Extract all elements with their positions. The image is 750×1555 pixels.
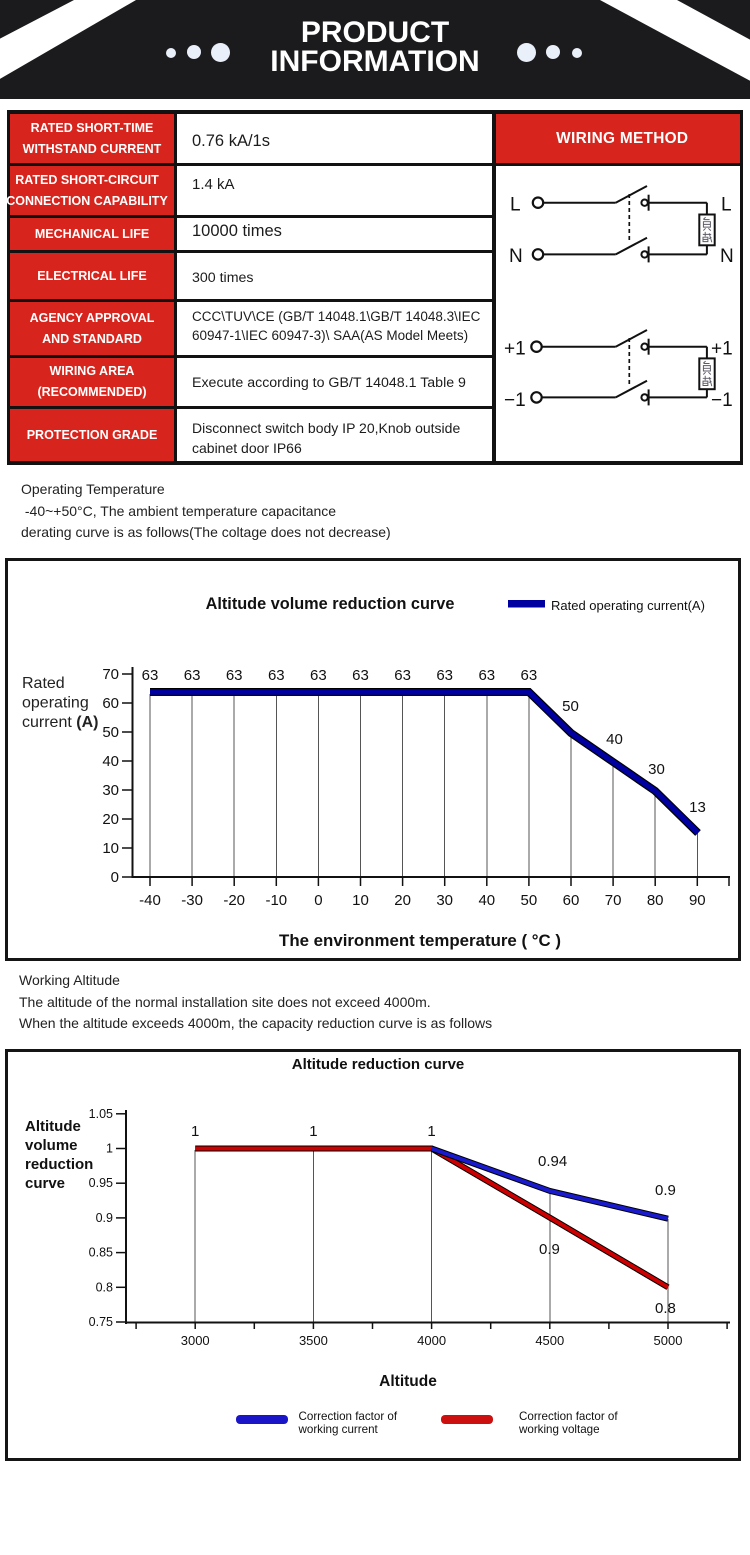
svg-text:63: 63	[394, 667, 411, 684]
svg-text:+1: +1	[711, 338, 733, 359]
svg-text:L: L	[510, 195, 521, 216]
svg-text:4000: 4000	[417, 1333, 446, 1348]
svg-text:63: 63	[142, 667, 159, 684]
svg-text:63: 63	[268, 667, 285, 684]
svg-text:Altitude reduction curve: Altitude reduction curve	[292, 1056, 465, 1073]
svg-text:1: 1	[106, 1142, 113, 1156]
svg-text:N: N	[720, 246, 734, 267]
svg-text:63: 63	[436, 667, 453, 684]
svg-text:Altitude: Altitude	[379, 1373, 437, 1390]
svg-text:63: 63	[478, 667, 495, 684]
svg-text:40: 40	[478, 892, 495, 909]
svg-text:The environment temperature (: The environment temperature ( °C )	[279, 931, 561, 950]
svg-text:4500: 4500	[535, 1333, 564, 1348]
svg-text:−1: −1	[504, 390, 526, 411]
svg-text:90: 90	[689, 892, 706, 909]
svg-text:0: 0	[314, 892, 322, 909]
svg-text:80: 80	[647, 892, 664, 909]
svg-text:working current: working current	[298, 1423, 379, 1436]
svg-text:50: 50	[102, 724, 119, 741]
svg-text:5000: 5000	[654, 1333, 683, 1348]
svg-text:Rated operating current(A): Rated operating current(A)	[551, 598, 705, 613]
svg-text:Rated: Rated	[22, 675, 65, 692]
svg-text:0.94: 0.94	[538, 1153, 567, 1170]
svg-text:60: 60	[563, 892, 580, 909]
svg-text:63: 63	[310, 667, 327, 684]
svg-text:40: 40	[606, 731, 623, 748]
svg-text:0: 0	[111, 869, 119, 886]
svg-text:-40: -40	[139, 892, 161, 909]
svg-text:1: 1	[427, 1123, 435, 1140]
svg-text:3000: 3000	[181, 1333, 210, 1348]
svg-text:operating: operating	[22, 695, 89, 712]
svg-text:Altitude volume reduction curv: Altitude volume reduction curve	[206, 595, 455, 613]
svg-text:0.75: 0.75	[89, 1315, 113, 1329]
svg-text:63: 63	[226, 667, 243, 684]
svg-text:40: 40	[102, 753, 119, 770]
svg-text:70: 70	[605, 892, 622, 909]
svg-text:30: 30	[102, 782, 119, 799]
svg-text:30: 30	[648, 761, 665, 778]
svg-text:1.05: 1.05	[89, 1107, 113, 1121]
svg-text:0.9: 0.9	[96, 1211, 113, 1225]
svg-text:current (A): current (A)	[22, 714, 98, 731]
svg-text:1: 1	[191, 1123, 199, 1140]
svg-text:curve: curve	[25, 1175, 65, 1192]
svg-text:Correction factor of: Correction factor of	[519, 1410, 618, 1423]
svg-text:10: 10	[352, 892, 369, 909]
svg-text:63: 63	[352, 667, 369, 684]
svg-text:-20: -20	[223, 892, 245, 909]
svg-text:70: 70	[102, 666, 119, 683]
svg-text:Altitude: Altitude	[25, 1118, 81, 1135]
svg-text:-30: -30	[181, 892, 203, 909]
svg-text:+1: +1	[504, 338, 526, 359]
svg-text:0.95: 0.95	[89, 1176, 113, 1190]
svg-text:63: 63	[521, 667, 538, 684]
svg-text:63: 63	[184, 667, 201, 684]
svg-text:working voltage: working voltage	[518, 1423, 600, 1436]
svg-text:Correction factor of: Correction factor of	[299, 1410, 398, 1423]
svg-text:30: 30	[436, 892, 453, 909]
svg-text:L: L	[721, 195, 732, 216]
svg-text:0.8: 0.8	[655, 1300, 676, 1317]
svg-text:50: 50	[562, 698, 579, 715]
svg-text:50: 50	[521, 892, 538, 909]
svg-text:volume: volume	[25, 1137, 78, 1154]
svg-text:0.8: 0.8	[96, 1280, 113, 1294]
svg-text:20: 20	[102, 811, 119, 828]
svg-text:0.85: 0.85	[89, 1246, 113, 1260]
svg-text:60: 60	[102, 695, 119, 712]
svg-text:3500: 3500	[299, 1333, 328, 1348]
svg-text:−1: −1	[711, 390, 733, 411]
svg-text:0.9: 0.9	[539, 1241, 560, 1258]
svg-text:20: 20	[394, 892, 411, 909]
svg-text:1: 1	[309, 1123, 317, 1140]
svg-text:10: 10	[102, 840, 119, 857]
svg-text:-10: -10	[265, 892, 287, 909]
svg-text:reduction: reduction	[25, 1156, 93, 1173]
svg-text:N: N	[509, 246, 523, 267]
svg-text:0.9: 0.9	[655, 1182, 676, 1199]
svg-text:13: 13	[689, 799, 706, 816]
